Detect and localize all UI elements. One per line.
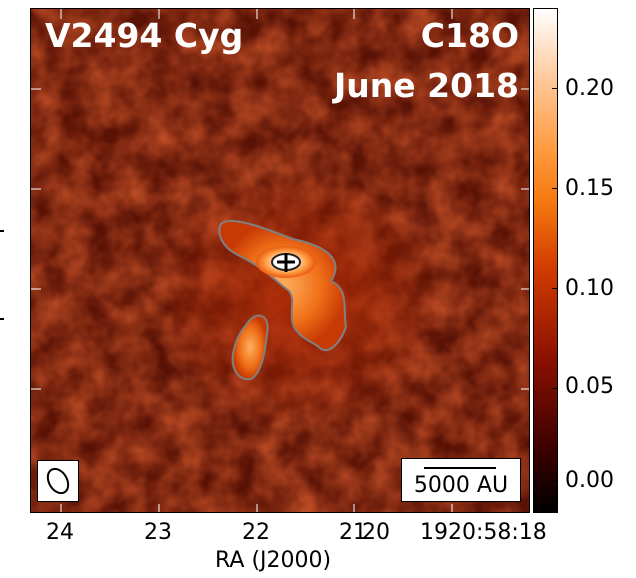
colorbar-tick-label: 0.15 (565, 176, 614, 201)
cropped-axis-mark (0, 318, 4, 320)
colorbar-tick-label: 0.10 (565, 276, 614, 301)
x-tick-label: 23 (144, 520, 172, 545)
beam-ellipse-icon (46, 467, 70, 495)
scale-bar (424, 467, 496, 469)
colorbar (533, 8, 558, 513)
frame-ticks (31, 9, 529, 512)
emission-map: V2494 Cyg C18O June 2018 5000 AU (30, 8, 530, 513)
cropped-axis-mark (0, 230, 4, 232)
colorbar-tick-label: 0.05 (565, 374, 614, 399)
x-tick-label: 24 (46, 520, 74, 545)
colorbar-tick-label: 0.00 (565, 468, 614, 493)
plus-marker-icon (277, 253, 295, 272)
beam-box (37, 460, 79, 502)
colorbar-tick (552, 388, 558, 389)
source-name: V2494 Cyg (45, 16, 244, 55)
x-tick-label: 1920:58:18 (420, 520, 547, 545)
molecular-line: C18O (420, 16, 519, 55)
colorbar-tick (552, 288, 558, 289)
observation-date: June 2018 (334, 66, 519, 105)
colorbar-tick (552, 188, 558, 189)
emission-contour-south (231, 314, 269, 381)
x-tick-label: 20 (362, 520, 390, 545)
x-tick-label: 21 (339, 520, 367, 545)
colorbar-tick (552, 88, 558, 89)
colorbar-tick-label: 0.20 (565, 76, 614, 101)
colorbar-tick (552, 480, 558, 481)
scale-label: 5000 AU (413, 473, 509, 498)
x-tick-label: 22 (242, 520, 270, 545)
x-axis-label: RA (J2000) (215, 548, 332, 573)
scale-box: 5000 AU (401, 458, 521, 502)
emission-map-image (31, 9, 529, 512)
